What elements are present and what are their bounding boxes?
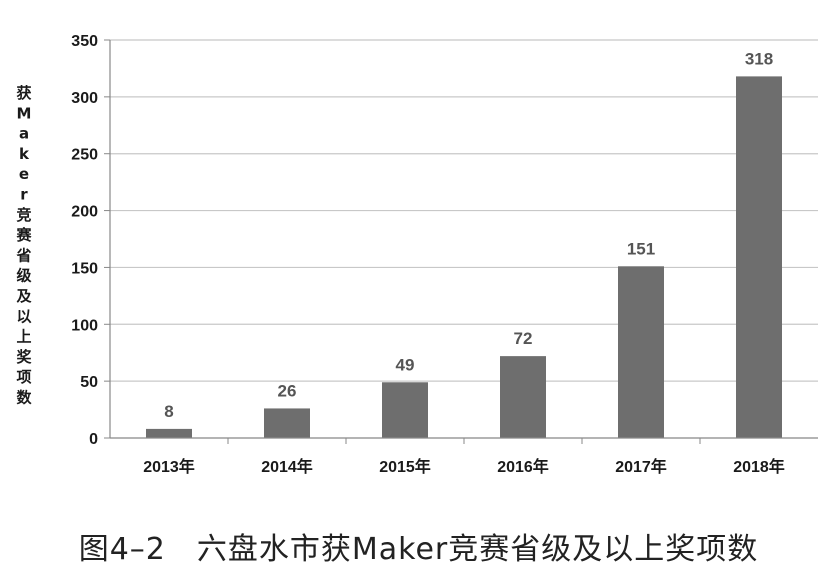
y-axis-label-char: M <box>17 104 32 122</box>
y-axis-label-char: 赛 <box>15 226 32 244</box>
y-tick-label: 150 <box>71 260 98 277</box>
y-tick-label: 0 <box>89 431 98 448</box>
y-tick-labels: 0 50 100 150 200 250 300 350 <box>71 33 98 448</box>
bar <box>618 266 664 438</box>
x-tick-label: 2015年 <box>379 457 431 476</box>
y-tick-label: 350 <box>71 33 98 50</box>
bar <box>264 408 310 438</box>
data-label: 26 <box>278 381 297 400</box>
bar <box>500 356 546 438</box>
y-tick-label: 100 <box>71 317 98 334</box>
y-axis-label-char: 项 <box>16 368 31 386</box>
x-tick-labels: 2013年 2014年 2015年 2016年 2017年 2018年 <box>143 457 785 476</box>
y-axis-label-char: r <box>20 186 28 204</box>
y-tick-label: 300 <box>71 90 98 107</box>
y-axis-label-char: k <box>19 145 30 163</box>
y-axis-label-char: e <box>19 165 29 183</box>
y-axis-label-char: 及 <box>16 287 32 305</box>
gridlines <box>110 39 818 382</box>
y-tick-label: 200 <box>71 204 98 221</box>
y-axis-label-char: 上 <box>16 328 31 346</box>
data-label: 151 <box>627 239 655 258</box>
y-axis-label-char: 级 <box>16 267 32 285</box>
data-label: 49 <box>396 355 415 374</box>
x-tick-label: 2017年 <box>615 457 667 476</box>
data-label: 318 <box>745 49 773 68</box>
y-axis-label-char: 竞 <box>16 206 31 224</box>
data-labels: 8 26 49 72 151 318 <box>164 49 773 421</box>
data-label: 72 <box>514 329 533 348</box>
bars <box>146 76 782 438</box>
x-tick-label: 2018年 <box>733 457 785 476</box>
axes <box>104 39 818 444</box>
y-axis-label-char: 数 <box>16 389 32 407</box>
bar <box>146 428 192 438</box>
data-label: 8 <box>164 402 173 421</box>
bar <box>736 76 782 438</box>
x-tick-label: 2014年 <box>261 457 313 476</box>
y-axis-label-char: 省 <box>15 246 31 264</box>
y-axis-label-char: 奖 <box>16 348 32 366</box>
y-tick-label: 50 <box>80 374 98 391</box>
y-axis-label-char: 获 <box>16 84 31 102</box>
y-tick-label: 250 <box>71 147 98 164</box>
figure-caption: 图4–2 六盘水市获Maker竞赛省级及以上奖项数 <box>78 532 759 567</box>
bar <box>382 382 428 438</box>
y-axis-label-char: a <box>19 125 29 143</box>
x-tick-label: 2013年 <box>143 457 195 476</box>
x-tick-label: 2016年 <box>497 457 549 476</box>
y-axis-label-char: 以 <box>16 307 31 325</box>
y-axis-label: 获Maker竞赛省级及以上奖项数 <box>15 84 32 407</box>
